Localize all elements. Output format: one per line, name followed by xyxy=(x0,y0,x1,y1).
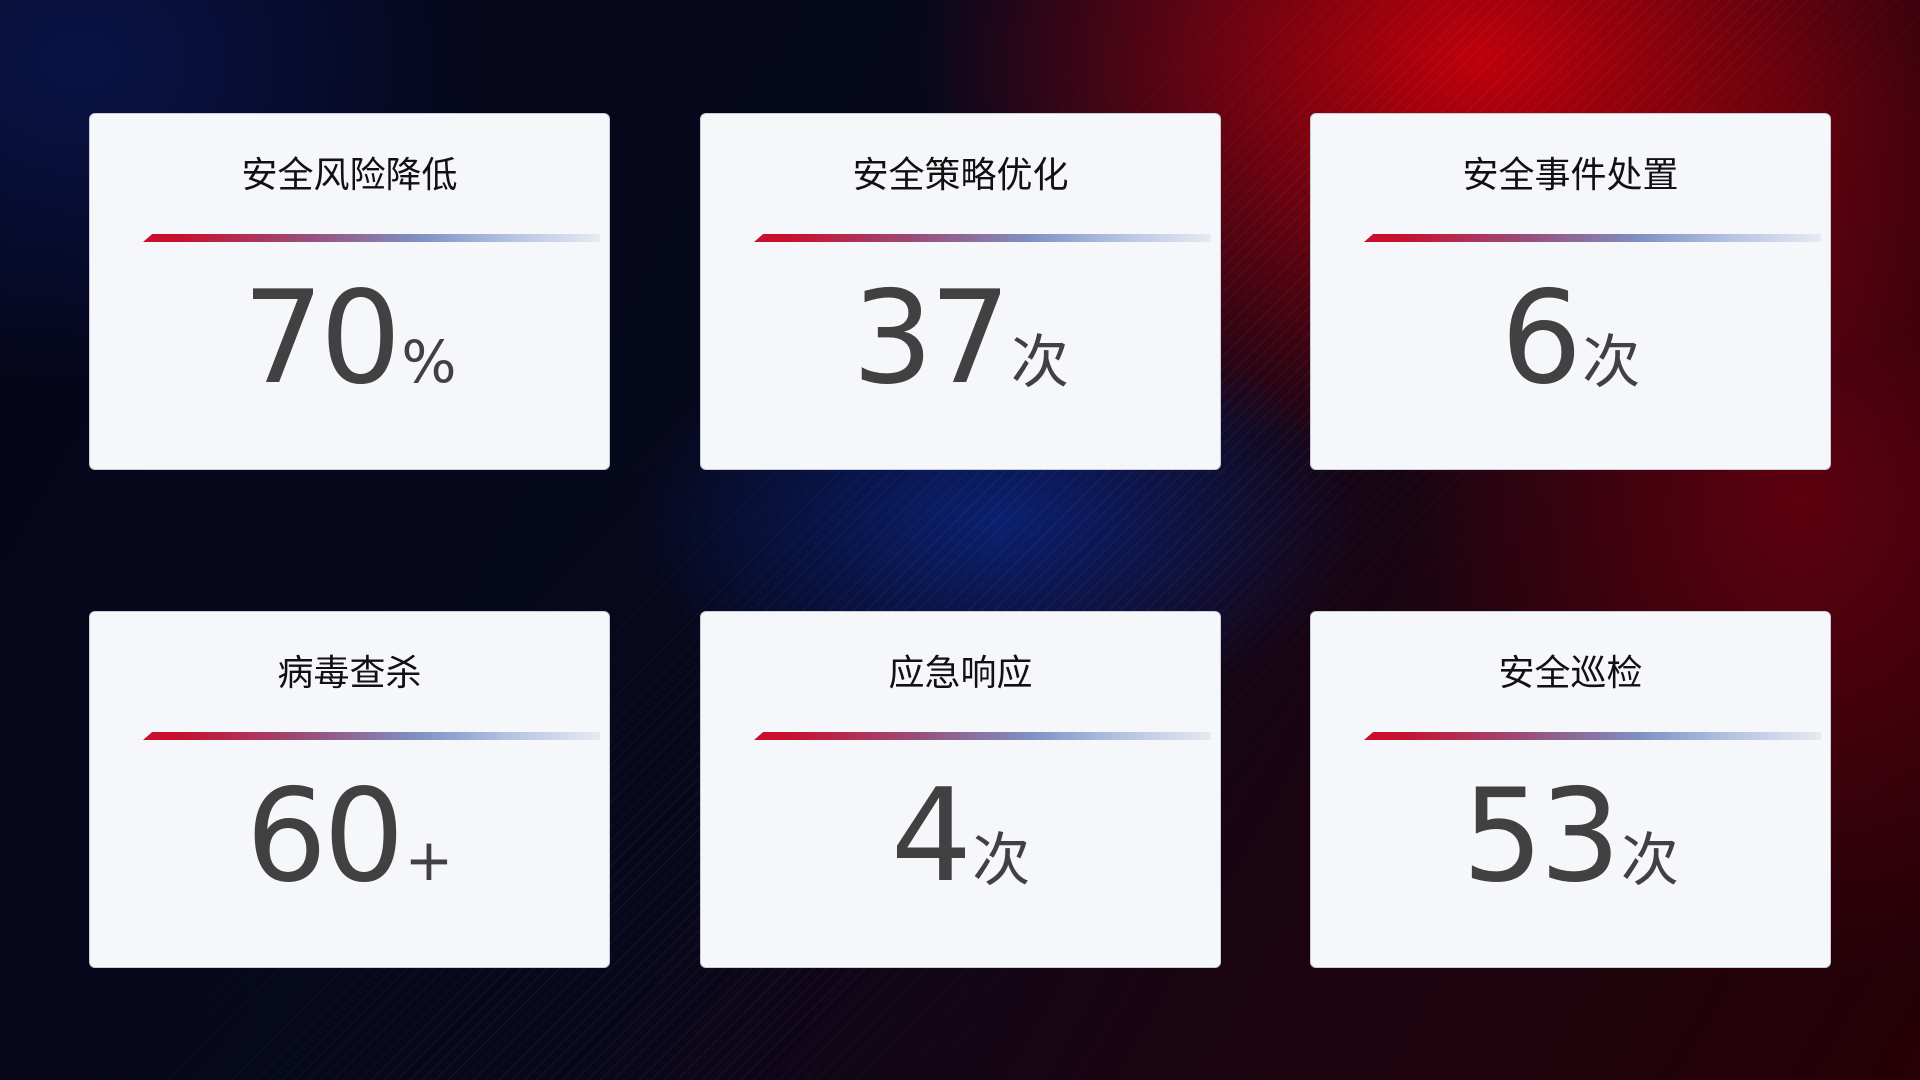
gradient-divider xyxy=(1364,234,1821,242)
card-value: 53次 xyxy=(1311,762,1830,911)
value-unit: 次 xyxy=(1582,328,1641,396)
card-title: 安全策略优化 xyxy=(852,155,1069,196)
stat-card: 应急响应 4次 xyxy=(700,611,1221,968)
value-number: 53 xyxy=(1462,762,1621,911)
value-number: 6 xyxy=(1500,264,1582,413)
value-unit: 次 xyxy=(972,826,1031,894)
value-number: 37 xyxy=(852,264,1011,413)
value-unit: % xyxy=(401,328,457,396)
value-unit: 次 xyxy=(1010,328,1069,396)
stat-card: 安全事件处置 6次 xyxy=(1310,113,1831,470)
card-title: 应急响应 xyxy=(888,653,1033,694)
card-title: 病毒查杀 xyxy=(277,653,422,694)
gradient-divider xyxy=(143,732,600,740)
card-value: 6次 xyxy=(1311,264,1830,413)
card-value: 37次 xyxy=(701,264,1220,413)
stat-card: 安全策略优化 37次 xyxy=(700,113,1221,470)
value-number: 4 xyxy=(890,762,972,911)
card-title: 安全风险降低 xyxy=(241,155,458,196)
card-title: 安全事件处置 xyxy=(1462,155,1679,196)
card-value: 60+ xyxy=(90,762,609,911)
card-value: 4次 xyxy=(701,762,1220,911)
gradient-divider xyxy=(1364,732,1821,740)
value-number: 70 xyxy=(242,264,402,413)
gradient-divider xyxy=(754,732,1211,740)
value-unit: + xyxy=(404,826,454,894)
value-number: 60 xyxy=(245,762,405,911)
stat-card: 病毒查杀 60+ xyxy=(89,611,610,968)
gradient-divider xyxy=(143,234,600,242)
stat-card: 安全巡检 53次 xyxy=(1310,611,1831,968)
stat-card: 安全风险降低 70% xyxy=(89,113,610,470)
gradient-divider xyxy=(754,234,1211,242)
card-title: 安全巡检 xyxy=(1498,653,1643,694)
value-unit: 次 xyxy=(1620,826,1679,894)
card-value: 70% xyxy=(90,264,609,413)
